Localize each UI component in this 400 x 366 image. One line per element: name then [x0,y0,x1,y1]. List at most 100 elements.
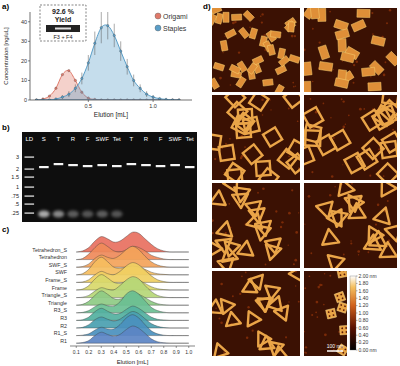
afm-image [304,183,397,268]
afm-noise [288,156,290,158]
afm-noise [295,285,297,287]
afm-image [212,271,300,356]
x-tick-label: 0.3 [98,349,105,355]
afm-noise [324,273,326,275]
afm-noise [275,210,277,212]
row-label: Triangle_S [42,292,68,298]
afm-noise [321,284,323,286]
colorbar-tick [356,350,358,351]
lane-label: Tet [113,136,121,142]
row-label: SWF_S [49,262,68,268]
afm-noise [309,275,311,277]
y-tick [28,21,30,22]
afm-origami [245,201,263,218]
afm-noise [369,175,371,177]
x-tick-label: 0.8 [160,349,167,355]
afm-dot [338,298,340,300]
point [48,95,50,97]
error-bar [101,12,102,43]
ladder-band [25,176,35,177]
afm-image [212,95,300,180]
afm-origami [371,208,389,228]
afm-dot [345,331,347,333]
afm-noise [224,36,225,37]
panel-label: b) [2,123,10,132]
colorbar-tick-label: 1.00 [359,310,369,316]
afm-noise [298,212,299,213]
y-tick-label: 40 [21,19,27,25]
afm-noise [214,158,216,160]
afm-background [212,271,300,356]
x-tick-label: 0.6 [135,349,142,355]
x-tick-label: 0.9 [173,349,180,355]
afm-noise [383,175,385,177]
afm-noise [329,194,331,196]
ladder-band [25,212,35,213]
afm-origami [362,138,383,159]
sample-band [68,164,78,166]
afm-noise [358,254,359,255]
sample-band [141,164,151,166]
afm-noise [324,333,327,336]
afm-noise [225,143,227,145]
error-bar [133,75,134,87]
afm-noise [285,336,287,338]
afm-noise [353,82,355,84]
point [139,87,141,89]
afm-origami [229,188,248,208]
afm-noise [222,52,223,53]
scale-bar-label: 100 nm [327,343,344,349]
afm-noise [341,98,343,100]
afm-origami [334,291,346,303]
afm-origami [215,13,223,24]
gel-inset [46,25,80,32]
annotation-box [40,5,86,41]
afm-dot [344,305,346,307]
afm-origami [253,293,270,311]
afm-noise [386,22,388,24]
afm-noise [304,352,306,354]
point [120,50,122,52]
afm-noise [295,231,298,234]
afm-noise [246,336,249,339]
afm-noise [230,84,232,86]
afm-noise [220,322,223,325]
point [100,26,102,28]
afm-origami [382,95,397,105]
scale-bar [327,350,343,352]
staple-smear [82,211,94,218]
afm-origami [225,29,237,39]
plot-area [35,12,180,100]
afm-noise [220,283,223,286]
colorbar-tick [356,327,358,328]
row-label: Tetrahedron [39,254,67,260]
afm-origami [239,279,257,298]
afm-square [340,325,347,335]
afm-origami [249,95,268,111]
afm-noise [262,114,264,116]
colorbar-tick-label: 0.40 [359,332,369,338]
afm-noise [350,240,352,242]
afm-noise [245,272,247,274]
afm-dot [332,310,334,312]
lane-label: S [42,136,46,142]
afm-noise [316,316,318,318]
afm-noise [249,26,251,28]
afm-origami [263,127,282,146]
afm-noise [232,22,235,25]
x-axis-title: Elution [mL] [117,359,149,365]
afm-noise [288,212,291,215]
afm-noise [357,250,360,253]
afm-dot [341,327,343,329]
afm-origami [382,183,397,197]
afm-noise [378,148,380,150]
afm-origami [310,8,319,19]
afm-origami [318,45,330,60]
afm-origami [221,297,236,314]
afm-noise [304,331,305,333]
afm-origami [304,62,312,76]
point [68,69,70,71]
colorbar-tick-label: 1.60 [359,288,369,294]
afm-dot [342,352,344,354]
afm-noise [351,183,353,185]
